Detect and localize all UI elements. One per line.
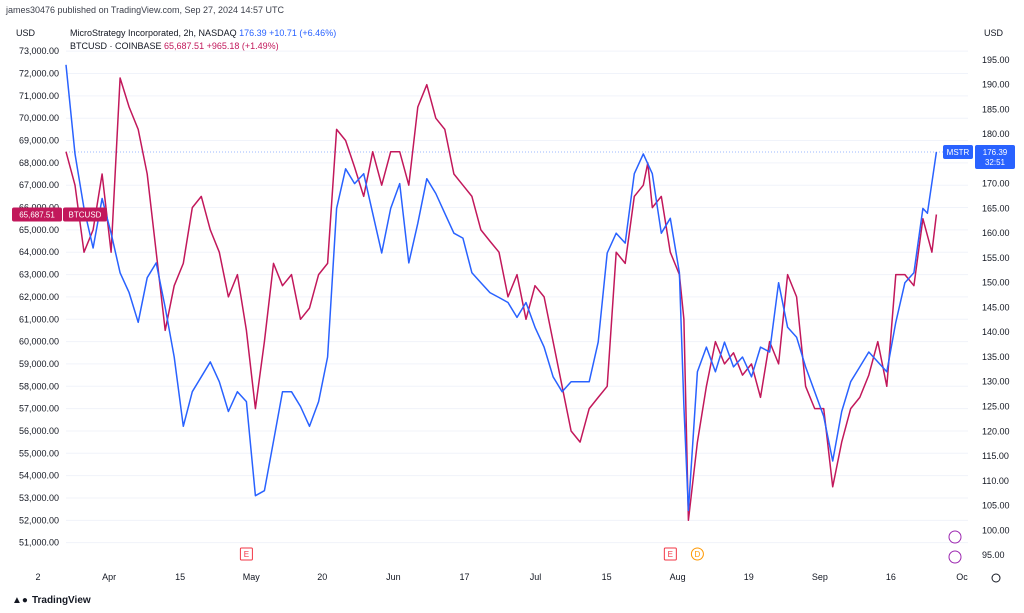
- chart-legend: MicroStrategy Incorporated, 2h, NASDAQ 1…: [70, 27, 336, 53]
- legend-mstr-name: MicroStrategy Incorporated, 2h, NASDAQ: [70, 28, 237, 38]
- edit-icon: [948, 550, 962, 564]
- y-right-tick-label: 135.00: [982, 352, 1010, 362]
- series-line-btcusd: [65, 77, 938, 522]
- x-tick-label: Jun: [386, 572, 401, 582]
- event-marker-label: E: [668, 550, 673, 559]
- event-marker: [239, 547, 253, 561]
- x-tick-label: Apr: [102, 572, 116, 582]
- y-right-tick-label: 185.00: [982, 104, 1010, 114]
- y-left-tick-label: 65,000.00: [19, 225, 59, 235]
- x-tick-label: 15: [175, 572, 185, 582]
- y-right-tick-label: 100.00: [982, 525, 1010, 535]
- y-right-tick-label: 170.00: [982, 179, 1010, 189]
- y-right-tick-label: 160.00: [982, 228, 1010, 238]
- y-right-tick-label: 130.00: [982, 377, 1010, 387]
- y-right-tick-label: 155.00: [982, 253, 1010, 263]
- currency-right-label: USD: [984, 28, 1004, 38]
- y-left-tick-label: 64,000.00: [19, 247, 59, 257]
- y-right-tick-label: 180.00: [982, 129, 1010, 139]
- publish-info: james30476 published on TradingView.com,…: [6, 5, 285, 15]
- y-left-tick-label: 58,000.00: [19, 381, 59, 391]
- y-right-tick-label: 120.00: [982, 426, 1010, 436]
- y-left-tick-label: 54,000.00: [19, 471, 59, 481]
- event-marker-label: D: [695, 550, 701, 559]
- x-tick-label: 19: [744, 572, 754, 582]
- x-tick-label: May: [243, 572, 261, 582]
- event-marker: [663, 547, 677, 561]
- legend-btc-value: 65,687.51: [164, 41, 205, 51]
- x-tick-label: 15: [602, 572, 612, 582]
- y-left-tick-label: 72,000.00: [19, 69, 59, 79]
- series-line-mstr: [65, 64, 938, 512]
- x-tick-label: Jul: [530, 572, 542, 582]
- mstr-name-label: MSTR: [947, 148, 970, 157]
- legend-btc[interactable]: BTCUSD · COINBASE 65,687.51 +965.18 (+1.…: [70, 40, 336, 53]
- footer-brand: ▲● TradingView: [12, 595, 91, 606]
- y-right-tick-label: 110.00: [982, 476, 1009, 486]
- y-left-tick-label: 70,000.00: [19, 113, 59, 123]
- y-left-tick-label: 59,000.00: [19, 359, 59, 369]
- y-right-tick-label: 195.00: [982, 55, 1010, 65]
- y-left-tick-label: 60,000.00: [19, 337, 59, 347]
- x-tick-label: 17: [459, 572, 469, 582]
- event-marker-label: E: [244, 550, 249, 559]
- btc-name-label: BTCUSD: [69, 211, 102, 220]
- legend-mstr-change: +10.71 (+6.46%): [269, 28, 337, 38]
- x-tick-label: 16: [886, 572, 896, 582]
- y-left-tick-label: 56,000.00: [19, 426, 59, 436]
- btc-price-badge: [12, 207, 62, 222]
- y-right-tick-label: 145.00: [982, 302, 1010, 312]
- y-left-tick-label: 51,000.00: [19, 538, 59, 548]
- y-left-tick-label: 63,000.00: [19, 270, 59, 280]
- y-left-tick-label: 62,000.00: [19, 292, 59, 302]
- y-left-tick-label: 55,000.00: [19, 448, 59, 458]
- x-tick-label: Sep: [812, 572, 828, 582]
- btc-price-label: 65,687.51: [19, 211, 55, 220]
- tradingview-logo-icon: ▲●: [12, 595, 28, 606]
- event-marker: [690, 547, 704, 561]
- legend-mstr[interactable]: MicroStrategy Incorporated, 2h, NASDAQ 1…: [70, 27, 336, 40]
- legend-btc-change: +965.18 (+1.49%): [206, 41, 279, 51]
- y-right-tick-label: 140.00: [982, 327, 1010, 337]
- x-tick-label: Oc: [956, 572, 968, 582]
- y-right-tick-label: 150.00: [982, 278, 1010, 288]
- x-tick-label: Aug: [670, 572, 686, 582]
- footer-brand-label: TradingView: [31, 595, 91, 606]
- mstr-countdown-label: 32:51: [985, 158, 1006, 167]
- y-left-tick-label: 73,000.00: [19, 46, 59, 56]
- x-tick-label: 20: [317, 572, 327, 582]
- mstr-price-badge: [975, 144, 1015, 169]
- y-left-tick-label: 69,000.00: [19, 136, 59, 146]
- y-left-tick-label: 61,000.00: [19, 314, 59, 324]
- y-right-tick-label: 95.00: [982, 550, 1005, 560]
- y-left-tick-label: 68,000.00: [19, 158, 59, 168]
- y-left-tick-label: 71,000.00: [19, 91, 59, 101]
- x-tick-label: 2: [35, 572, 40, 582]
- y-right-tick-label: 105.00: [982, 501, 1010, 511]
- y-left-tick-label: 57,000.00: [19, 404, 59, 414]
- y-right-tick-label: 115.00: [982, 451, 1009, 461]
- mstr-name-badge: [943, 144, 973, 159]
- y-left-tick-label: 53,000.00: [19, 493, 59, 503]
- legend-btc-name: BTCUSD · COINBASE: [70, 41, 162, 51]
- y-left-tick-label: 67,000.00: [19, 180, 59, 190]
- y-right-tick-label: 165.00: [982, 203, 1010, 213]
- currency-left-label: USD: [16, 28, 36, 38]
- y-right-tick-label: 190.00: [982, 80, 1010, 90]
- btc-name-badge: [63, 207, 107, 222]
- settings-gear-icon: [991, 573, 1001, 583]
- legend-mstr-value: 176.39: [239, 28, 267, 38]
- add-icon: [948, 530, 962, 544]
- y-left-tick-label: 52,000.00: [19, 515, 59, 525]
- mstr-price-label: 176.39: [983, 148, 1008, 157]
- y-right-tick-label: 125.00: [982, 402, 1010, 412]
